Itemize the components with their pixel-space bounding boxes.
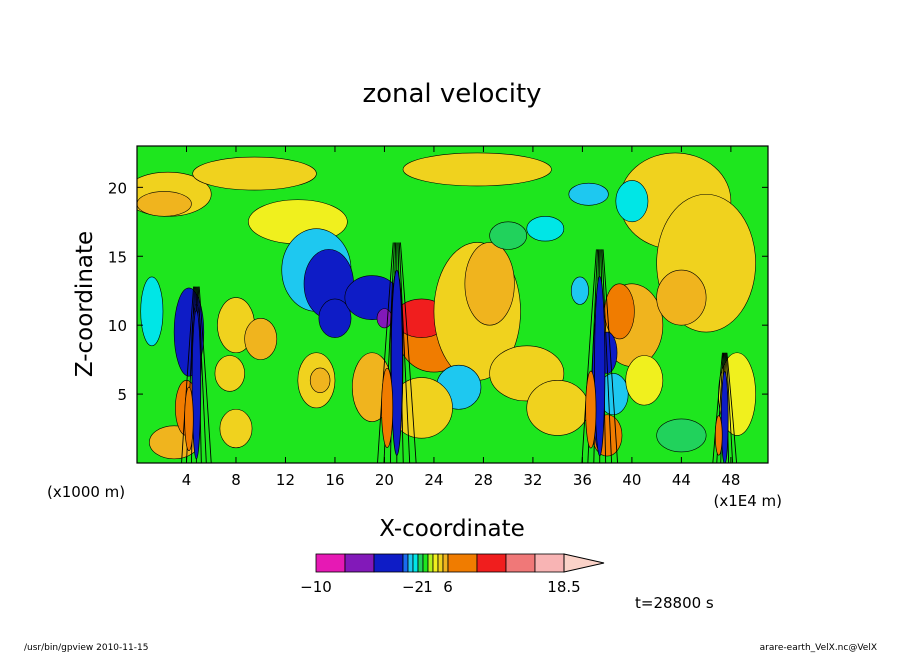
x-tick-label: 44 — [672, 471, 691, 489]
tower-contour-line — [197, 286, 207, 463]
x-exponent-note: (x1E4 m) — [713, 492, 782, 510]
contour-region — [464, 242, 515, 326]
colorbar-tick-label: 6 — [443, 578, 453, 596]
contour-region — [526, 380, 589, 436]
contour-region — [656, 269, 707, 326]
tower-contours — [377, 242, 417, 463]
time-label: t=28800 s — [635, 594, 714, 612]
y-tick-label: 10 — [108, 317, 127, 335]
x-tick-label: 4 — [182, 471, 192, 489]
x-tick-label: 36 — [573, 471, 592, 489]
contour-region — [214, 355, 245, 392]
colorbar-swatch — [315, 553, 346, 573]
x-unit-note: (x1000 m) — [47, 483, 125, 501]
tower-contour-line — [601, 249, 613, 463]
tower-core — [720, 371, 729, 463]
x-tick-label: 12 — [276, 471, 295, 489]
colorbar-overflow-arrow — [563, 553, 605, 573]
y-axis-label: Z-coordinate — [72, 231, 98, 377]
contour-region — [568, 182, 609, 206]
colorbar-swatch — [442, 553, 449, 573]
tower-contour-line — [181, 286, 195, 463]
plot-area — [136, 145, 769, 464]
tower-contour-line — [377, 242, 394, 463]
tower-outflow — [184, 386, 194, 452]
tower-outflow — [381, 367, 394, 448]
tower-core — [191, 310, 202, 460]
colorbar-swatch — [432, 553, 439, 573]
contour-region — [219, 408, 253, 449]
contour-field — [137, 146, 768, 463]
contour-region — [137, 191, 192, 217]
colorbar-swatch — [417, 553, 424, 573]
x-tick-label: 24 — [424, 471, 443, 489]
tower-contour-line — [198, 286, 212, 463]
colorbar-swatch — [427, 553, 434, 573]
tower-outflow — [585, 370, 597, 449]
contour-region — [656, 418, 707, 453]
tower-contour-line — [725, 352, 734, 463]
colorbar-swatch — [407, 553, 414, 573]
tower-contour-line — [712, 352, 723, 463]
y-tick-label: 15 — [108, 248, 127, 266]
x-tick-label: 28 — [474, 471, 493, 489]
colorbar-tick-label: −10 — [300, 578, 332, 596]
colorbar-swatch — [437, 553, 444, 573]
contour-region — [376, 308, 393, 329]
contour-region — [570, 276, 589, 305]
colorbar-swatch — [422, 553, 429, 573]
x-tick-label: 40 — [622, 471, 641, 489]
contour-region — [402, 152, 552, 187]
contour-region — [318, 298, 352, 338]
x-tick-label: 20 — [375, 471, 394, 489]
footer-right: arare-earth_VelX.nc@VelX — [760, 643, 877, 653]
x-axis-label: X-coordinate — [379, 516, 525, 542]
footer-left: /usr/bin/gpview 2010-11-15 — [24, 643, 148, 653]
tower-outflow — [714, 415, 723, 456]
colorbar-swatch — [402, 553, 409, 573]
y-axis-ticks: 5 10 15 20 — [108, 179, 768, 404]
contour-region — [625, 355, 664, 406]
colorbar-swatch — [412, 553, 419, 573]
tower-contour-line — [581, 249, 597, 463]
tower-contour-line — [398, 242, 411, 463]
x-tick-label: 8 — [231, 471, 241, 489]
colorbar-swatch — [447, 553, 478, 573]
colorbar-swatch — [534, 553, 565, 573]
plot-frame — [136, 145, 769, 464]
tower-contours — [181, 286, 212, 463]
tower-contour-line — [602, 249, 618, 463]
x-axis-ticks: 4 8 12 16 20 24 28 32 36 40 44 48 — [182, 146, 740, 489]
colorbar-swatch — [476, 553, 507, 573]
colorbar-swatch — [373, 553, 404, 573]
y-tick-label: 5 — [117, 386, 127, 404]
contour-region — [192, 156, 317, 191]
contour-region — [244, 317, 278, 360]
y-tick-label: 20 — [108, 179, 127, 197]
colorbar-tick-label: −2 — [402, 578, 424, 596]
tower-contour-line — [726, 352, 738, 463]
x-tick-label: 48 — [721, 471, 740, 489]
contour-region — [309, 367, 331, 394]
x-tick-label: 16 — [325, 471, 344, 489]
colorbar-swatch — [505, 553, 536, 573]
tower-contours — [712, 352, 738, 463]
contour-region — [489, 221, 528, 250]
tower-core — [594, 276, 606, 457]
contour-region — [526, 215, 565, 242]
tower-contours — [581, 249, 618, 463]
tower-core — [390, 269, 403, 456]
colorbar: −10 −2 1 6 18.5 — [300, 553, 605, 596]
colorbar-swatch — [344, 553, 375, 573]
contour-region — [140, 276, 164, 347]
x-tick-label: 32 — [523, 471, 542, 489]
colorbar-tick-label: 1 — [423, 578, 433, 596]
contour-region — [615, 180, 649, 223]
chart-title: zonal velocity — [362, 79, 541, 109]
colorbar-tick-label: 18.5 — [547, 578, 580, 596]
tower-contour-line — [399, 242, 417, 463]
convective-towers — [181, 242, 738, 463]
